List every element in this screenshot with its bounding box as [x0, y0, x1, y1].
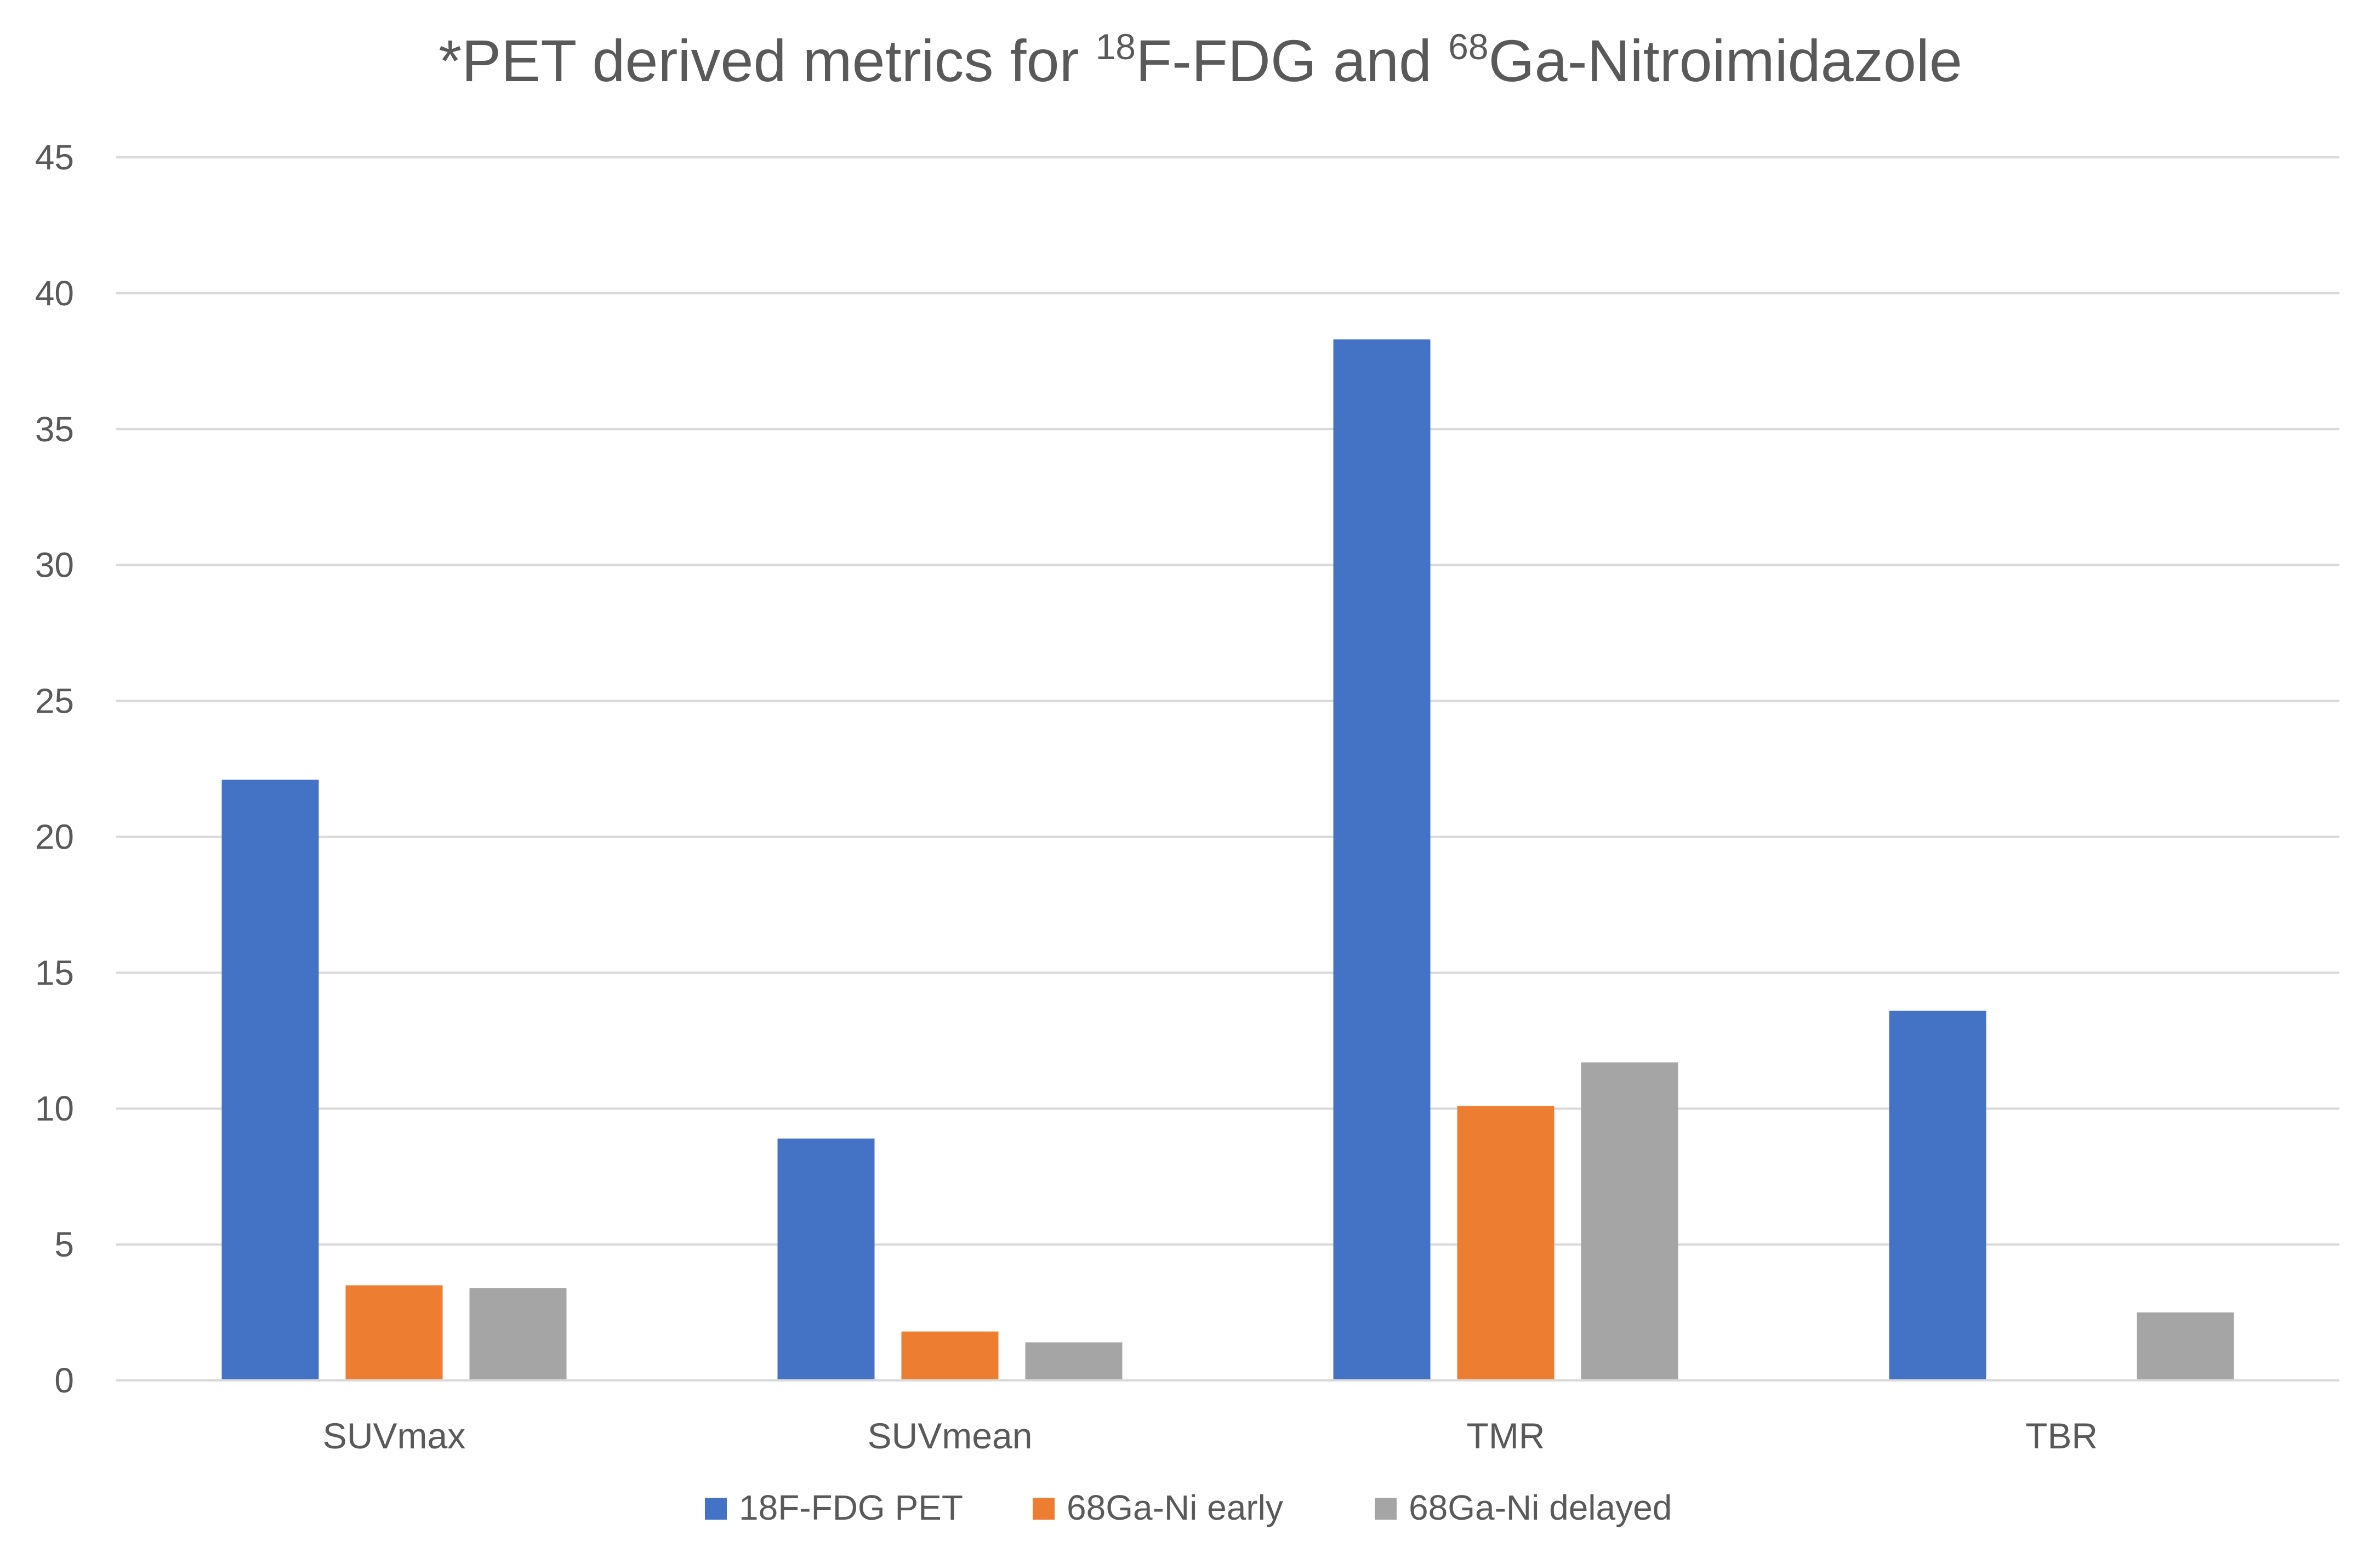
bar-tmr-series-2 — [1457, 1106, 1555, 1380]
bar-suvmean-series-3 — [1025, 1342, 1123, 1380]
bar-tbr-series-1 — [1889, 1010, 1986, 1380]
x-category-label-tbr: TBR — [2025, 1415, 2098, 1456]
y-tick-label-30: 30 — [35, 545, 74, 585]
chart-title: *PET derived metrics for 18F-FDG and 68G… — [439, 26, 1962, 94]
x-category-label-suvmean: SUVmean — [868, 1415, 1033, 1456]
y-tick-label-15: 15 — [35, 953, 74, 992]
title-superscript-68: 68 — [1448, 26, 1488, 67]
bar-suvmax-series-1 — [221, 780, 319, 1380]
legend-item-2[interactable]: 68Ga-Ni early — [1033, 1488, 1283, 1527]
bar-suvmax-series-3 — [469, 1288, 567, 1380]
y-tick-label-10: 10 — [35, 1089, 74, 1128]
legend-swatch-2 — [1033, 1498, 1055, 1520]
legend[interactable]: 18F-FDG PET 68Ga-Ni early 68Ga-Ni delayed — [705, 1488, 1672, 1527]
bars — [221, 339, 2234, 1380]
bar-tmr-series-1 — [1333, 339, 1431, 1380]
y-tick-label-0: 0 — [54, 1361, 74, 1400]
title-middle: F-FDG and — [1136, 27, 1448, 94]
y-tick-label-5: 5 — [54, 1225, 74, 1264]
y-tick-label-20: 20 — [35, 817, 74, 856]
y-tick-label-25: 25 — [35, 681, 74, 721]
legend-label-1: 18F-FDG PET — [739, 1488, 963, 1527]
y-tick-label-45: 45 — [35, 138, 74, 177]
bar-suvmean-series-1 — [777, 1138, 875, 1380]
legend-label-2: 68Ga-Ni early — [1067, 1488, 1283, 1527]
bar-suvmean-series-2 — [901, 1331, 999, 1380]
y-tick-label-40: 40 — [35, 274, 74, 313]
legend-swatch-1 — [705, 1498, 727, 1520]
legend-item-3[interactable]: 68Ga-Ni delayed — [1375, 1488, 1672, 1527]
legend-swatch-3 — [1375, 1498, 1397, 1520]
title-suffix: Ga-Nitroimidazole — [1489, 27, 1962, 94]
x-category-label-suvmax: SUVmax — [323, 1415, 465, 1456]
x-axis-category-labels: SUVmax SUVmean TMR TBR — [323, 1415, 2098, 1456]
bar-tmr-series-3 — [1581, 1062, 1678, 1380]
y-axis-tick-labels: 0 5 10 15 20 25 30 35 40 45 — [35, 138, 74, 1400]
x-category-label-tmr: TMR — [1467, 1415, 1545, 1456]
title-superscript-18: 18 — [1096, 26, 1136, 67]
legend-item-1[interactable]: 18F-FDG PET — [705, 1488, 963, 1527]
y-tick-label-35: 35 — [35, 410, 74, 449]
gridlines — [116, 156, 2339, 1246]
title-prefix: *PET derived metrics for — [439, 27, 1095, 94]
bar-tbr-series-3 — [2137, 1312, 2234, 1380]
bar-suvmax-series-2 — [345, 1285, 443, 1380]
legend-label-3: 68Ga-Ni delayed — [1409, 1488, 1672, 1527]
